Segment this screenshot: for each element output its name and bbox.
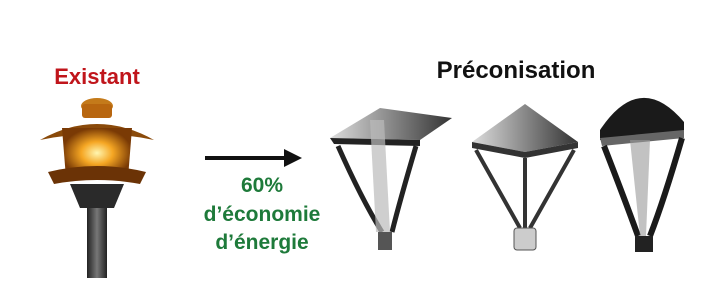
lantern-2 bbox=[472, 104, 578, 250]
savings-line: d’énergie bbox=[215, 231, 308, 254]
lantern-3 bbox=[600, 98, 684, 252]
illustration: Existant 60% d’économie d’énergie Précon… bbox=[0, 0, 721, 301]
page: Existant 60% d’économie d’énergie Précon… bbox=[0, 0, 721, 301]
proposal-label: Préconisation bbox=[437, 57, 596, 84]
savings-line: d’économie bbox=[204, 203, 321, 226]
arrow bbox=[205, 149, 302, 167]
savings-amount: 60% bbox=[241, 174, 283, 197]
old-lamp bbox=[40, 98, 154, 278]
existing-label: Existant bbox=[54, 64, 140, 89]
lantern-1 bbox=[330, 108, 452, 250]
